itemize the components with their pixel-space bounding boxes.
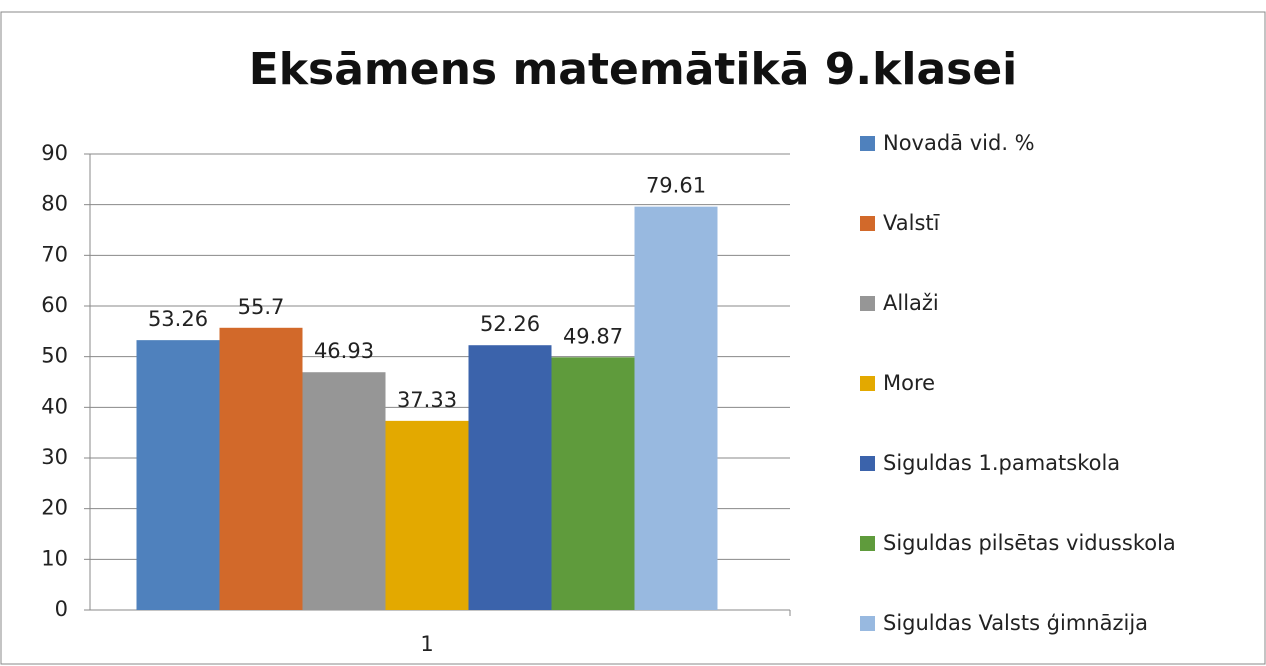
legend-label: More [883, 371, 936, 395]
data-label: 53.26 [148, 307, 208, 331]
legend-swatch [860, 616, 875, 631]
y-tick-label: 60 [41, 293, 68, 317]
y-tick-label: 30 [41, 445, 68, 469]
data-label: 46.93 [314, 339, 374, 363]
legend-label: Allaži [883, 291, 939, 315]
y-tick-label: 80 [41, 192, 68, 216]
legend-item: Novadā vid. % [860, 128, 1240, 158]
y-tick-label: 50 [41, 344, 68, 368]
legend-label: Valstī [883, 211, 940, 235]
legend-item: Siguldas pilsētas vidusskola [860, 528, 1240, 558]
legend-item: Valstī [860, 208, 1240, 238]
y-tick-label: 0 [55, 597, 68, 621]
bar [551, 357, 635, 610]
data-label: 49.87 [563, 324, 623, 348]
y-tick-label: 90 [41, 141, 68, 165]
legend-label: Siguldas Valsts ģimnāzija [883, 611, 1149, 635]
bar [385, 420, 469, 610]
legend-label: Siguldas 1.pamatskola [883, 451, 1121, 475]
legend-item: Siguldas 1.pamatskola [860, 448, 1240, 478]
legend-item: Siguldas Valsts ģimnāzija [860, 608, 1240, 638]
legend-swatch [860, 136, 875, 151]
bar [136, 340, 220, 610]
legend-swatch [860, 536, 875, 551]
legend-swatch [860, 456, 875, 471]
y-tick-label: 10 [41, 546, 68, 570]
bar [219, 327, 303, 610]
legend-swatch [860, 296, 875, 311]
data-label: 79.61 [646, 174, 706, 198]
bar [468, 345, 552, 610]
legend-label: Novadā vid. % [883, 131, 1035, 155]
chart-title: Eksāmens matemātikā 9.klasei [249, 44, 1018, 95]
y-tick-label: 70 [41, 242, 68, 266]
y-tick-label: 40 [41, 394, 68, 418]
legend-item: More [860, 368, 1240, 398]
bar [302, 372, 386, 610]
data-label: 37.33 [397, 388, 457, 412]
bar [634, 206, 718, 610]
data-label: 52.26 [480, 312, 540, 336]
data-label: 55.7 [238, 295, 285, 319]
legend-swatch [860, 376, 875, 391]
legend-item: Allaži [860, 288, 1240, 318]
legend-swatch [860, 216, 875, 231]
y-tick-label: 20 [41, 496, 68, 520]
legend-label: Siguldas pilsētas vidusskola [883, 531, 1176, 555]
x-tick-label: 1 [420, 632, 433, 656]
chart-border [0, 11, 1266, 665]
